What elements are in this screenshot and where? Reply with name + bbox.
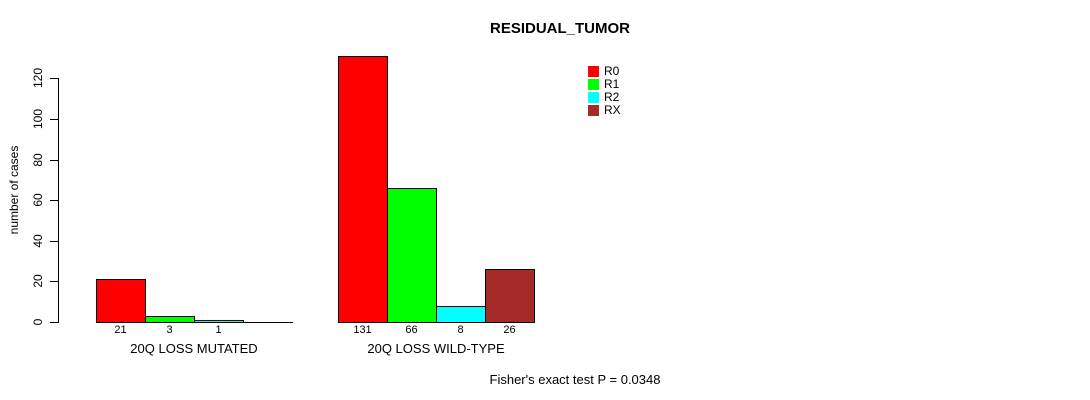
y-tick-label: 20 [31,274,45,288]
y-tick-label: 40 [31,234,45,248]
bar-value-label: 66 [405,324,418,336]
bar-rx [485,269,535,323]
legend-swatch-r1 [588,79,599,90]
y-tick [50,160,58,161]
y-tick-label: 80 [31,153,45,167]
y-axis-title: number of cases [7,145,21,235]
bar-r1 [145,316,195,323]
y-tick [50,200,58,201]
bar-value-label: 8 [457,324,464,336]
y-axis-line [58,78,59,323]
legend-label: R0 [604,64,620,78]
y-tick [50,119,58,120]
legend-swatch-r2 [588,92,599,103]
bar-value-label: 131 [353,324,372,336]
legend-swatch-r0 [588,66,599,77]
bar-value-label: 3 [166,324,173,336]
category-label: 20Q LOSS WILD-TYPE [367,341,505,356]
chart-title: RESIDUAL_TUMOR [489,20,631,37]
legend-label: R1 [604,77,620,91]
y-tick-label: 100 [31,108,45,130]
legend-swatch-rx [588,105,599,116]
stat-test-footnote: Fisher's exact test P = 0.0348 [489,372,661,387]
y-tick-label: 120 [31,67,45,89]
bar-r2 [194,320,244,323]
bar-value-label: 1 [215,324,222,336]
y-tick [50,322,58,323]
bar-value-label: 26 [503,324,516,336]
bar-r2 [436,306,486,323]
y-tick [50,78,58,79]
y-tick [50,241,58,242]
category-label: 20Q LOSS MUTATED [130,341,258,356]
y-tick-label: 60 [31,193,45,207]
bar-value-label: 21 [114,324,127,336]
y-tick-label: 0 [31,318,45,326]
bar-r0 [96,279,146,323]
bar-r0 [338,56,388,323]
y-tick [50,281,58,282]
legend-label: R2 [604,90,620,104]
legend-label: RX [604,103,621,117]
bar-r1 [387,188,437,323]
